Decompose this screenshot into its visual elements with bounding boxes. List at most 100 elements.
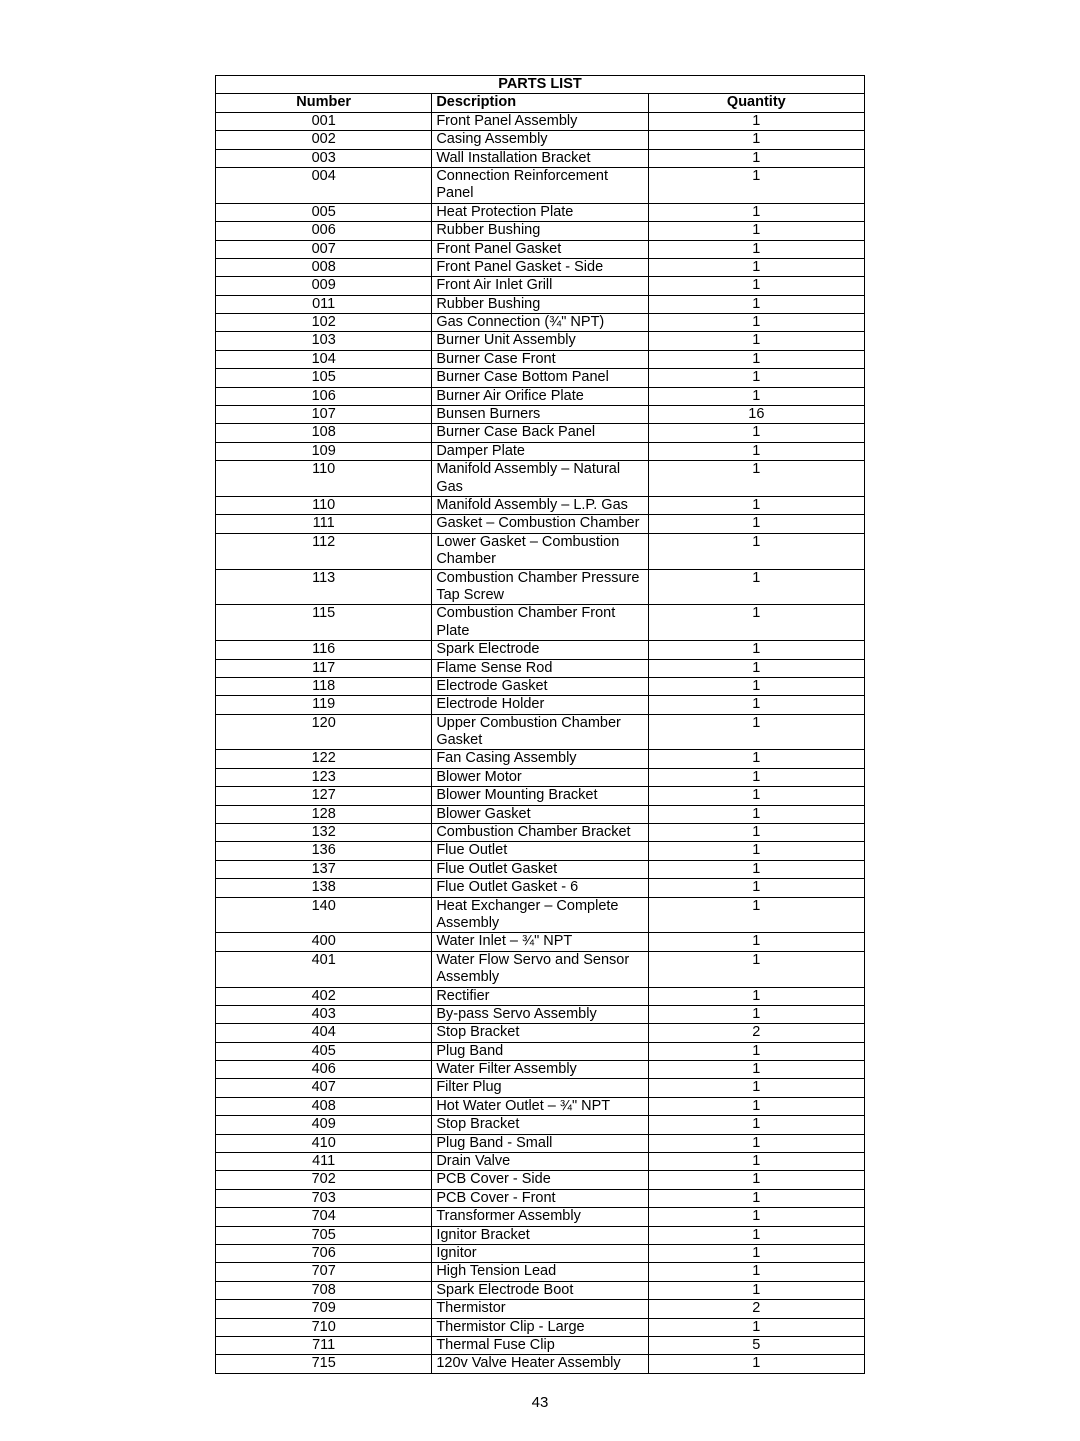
cell-description: Water Flow Servo and Sensor Assembly	[432, 951, 648, 987]
table-row: 118Electrode Gasket1	[216, 677, 865, 695]
cell-description: Upper Combustion Chamber Gasket	[432, 714, 648, 750]
cell-number: 706	[216, 1245, 432, 1263]
table-row: 107Bunsen Burners16	[216, 406, 865, 424]
header-description: Description	[432, 94, 648, 112]
cell-description: Burner Case Bottom Panel	[432, 369, 648, 387]
cell-quantity: 1	[648, 1281, 864, 1299]
cell-number: 137	[216, 860, 432, 878]
table-row: 702PCB Cover - Side1	[216, 1171, 865, 1189]
cell-number: 136	[216, 842, 432, 860]
cell-quantity: 1	[648, 442, 864, 460]
cell-quantity: 1	[648, 987, 864, 1005]
cell-description: Front Panel Gasket	[432, 240, 648, 258]
cell-number: 411	[216, 1153, 432, 1171]
cell-description: Lower Gasket – Combustion Chamber	[432, 533, 648, 569]
cell-quantity: 1	[648, 714, 864, 750]
cell-description: Plug Band - Small	[432, 1134, 648, 1152]
table-row: 409Stop Bracket1	[216, 1116, 865, 1134]
cell-quantity: 1	[648, 677, 864, 695]
table-row: 115Combustion Chamber Front Plate1	[216, 605, 865, 641]
table-row: 111Gasket – Combustion Chamber1	[216, 515, 865, 533]
table-row: 110Manifold Assembly – Natural Gas1	[216, 461, 865, 497]
cell-description: Connection Reinforcement Panel	[432, 167, 648, 203]
table-row: 008Front Panel Gasket - Side1	[216, 258, 865, 276]
cell-quantity: 1	[648, 1061, 864, 1079]
cell-number: 122	[216, 750, 432, 768]
cell-number: 402	[216, 987, 432, 1005]
cell-quantity: 1	[648, 897, 864, 933]
cell-quantity: 1	[648, 149, 864, 167]
cell-description: Burner Air Orifice Plate	[432, 387, 648, 405]
cell-number: 115	[216, 605, 432, 641]
cell-description: Wall Installation Bracket	[432, 149, 648, 167]
cell-number: 009	[216, 277, 432, 295]
cell-description: Front Air Inlet Grill	[432, 277, 648, 295]
cell-quantity: 1	[648, 424, 864, 442]
cell-quantity: 5	[648, 1336, 864, 1354]
cell-description: Flue Outlet Gasket - 6	[432, 879, 648, 897]
cell-description: Blower Gasket	[432, 805, 648, 823]
cell-number: 118	[216, 677, 432, 695]
cell-quantity: 1	[648, 805, 864, 823]
cell-description: Spark Electrode	[432, 641, 648, 659]
table-row: 404Stop Bracket2	[216, 1024, 865, 1042]
cell-description: Gasket – Combustion Chamber	[432, 515, 648, 533]
page-number: 43	[215, 1394, 865, 1411]
table-row: 001Front Panel Assembly1	[216, 112, 865, 130]
cell-quantity: 1	[648, 295, 864, 313]
table-row: 708Spark Electrode Boot1	[216, 1281, 865, 1299]
table-row: 707High Tension Lead1	[216, 1263, 865, 1281]
table-row: 405Plug Band1	[216, 1042, 865, 1060]
cell-description: Bunsen Burners	[432, 406, 648, 424]
cell-number: 105	[216, 369, 432, 387]
cell-description: Blower Motor	[432, 768, 648, 786]
cell-number: 008	[216, 258, 432, 276]
cell-quantity: 1	[648, 951, 864, 987]
cell-quantity: 1	[648, 1208, 864, 1226]
cell-quantity: 1	[648, 1005, 864, 1023]
table-row: 009Front Air Inlet Grill1	[216, 277, 865, 295]
cell-number: 117	[216, 659, 432, 677]
table-row: 104Burner Case Front1	[216, 350, 865, 368]
cell-quantity: 1	[648, 533, 864, 569]
cell-quantity: 1	[648, 314, 864, 332]
cell-number: 138	[216, 879, 432, 897]
table-row: 400Water Inlet – ¾" NPT1	[216, 933, 865, 951]
cell-quantity: 1	[648, 787, 864, 805]
cell-quantity: 1	[648, 1245, 864, 1263]
cell-number: 116	[216, 641, 432, 659]
cell-quantity: 1	[648, 879, 864, 897]
table-row: 710Thermistor Clip - Large1	[216, 1318, 865, 1336]
table-row: 136Flue Outlet1	[216, 842, 865, 860]
cell-quantity: 1	[648, 860, 864, 878]
cell-quantity: 1	[648, 1171, 864, 1189]
cell-quantity: 1	[648, 605, 864, 641]
table-row: 011Rubber Bushing1	[216, 295, 865, 313]
cell-quantity: 1	[648, 258, 864, 276]
cell-description: High Tension Lead	[432, 1263, 648, 1281]
table-row: 706Ignitor1	[216, 1245, 865, 1263]
table-row: 127Blower Mounting Bracket1	[216, 787, 865, 805]
cell-number: 400	[216, 933, 432, 951]
cell-number: 123	[216, 768, 432, 786]
cell-description: PCB Cover - Front	[432, 1189, 648, 1207]
parts-list-table: PARTS LIST Number Description Quantity 0…	[215, 75, 865, 1374]
cell-quantity: 2	[648, 1300, 864, 1318]
table-row: 709Thermistor2	[216, 1300, 865, 1318]
cell-number: 119	[216, 696, 432, 714]
header-quantity: Quantity	[648, 94, 864, 112]
table-row: 003Wall Installation Bracket1	[216, 149, 865, 167]
cell-number: 002	[216, 131, 432, 149]
cell-quantity: 1	[648, 1153, 864, 1171]
cell-description: Filter Plug	[432, 1079, 648, 1097]
table-row: 411Drain Valve1	[216, 1153, 865, 1171]
table-row: 137Flue Outlet Gasket1	[216, 860, 865, 878]
cell-number: 408	[216, 1097, 432, 1115]
cell-quantity: 1	[648, 461, 864, 497]
cell-description: Stop Bracket	[432, 1116, 648, 1134]
page-container: PARTS LIST Number Description Quantity 0…	[0, 0, 1080, 1441]
cell-number: 120	[216, 714, 432, 750]
cell-quantity: 1	[648, 768, 864, 786]
cell-quantity: 1	[648, 369, 864, 387]
cell-number: 702	[216, 1171, 432, 1189]
